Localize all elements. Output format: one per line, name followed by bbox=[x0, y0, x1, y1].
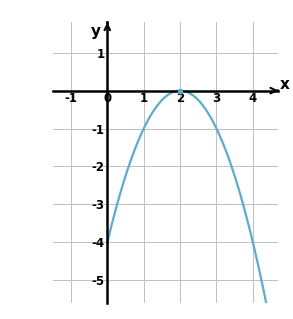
Text: x: x bbox=[280, 78, 290, 93]
Text: y: y bbox=[91, 24, 101, 39]
